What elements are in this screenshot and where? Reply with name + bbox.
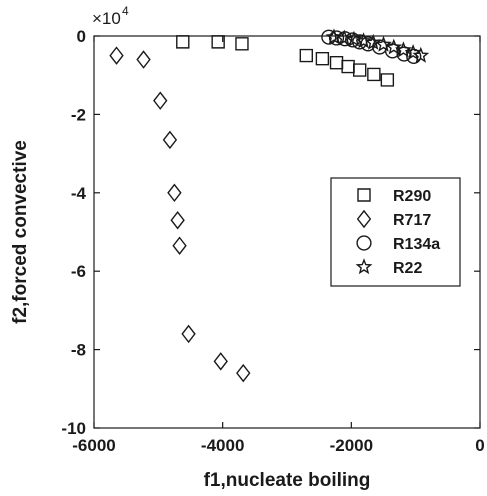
legend-label-r134a: R134a [393,236,440,253]
point-r717-8 [181,324,196,344]
point-r717-7 [172,236,187,255]
series-r290 [176,35,395,87]
x-tick-label: -6000 [72,436,115,455]
y-tick-label: -2 [71,105,86,124]
point-r22-6 [375,35,392,52]
y-tick-label: -6 [71,262,86,281]
point-r717-5 [167,183,182,203]
legend-marker-r22 [355,258,373,275]
point-r22-5 [364,33,382,50]
point-r290-10 [380,73,395,87]
y-exponent-power: 4 [122,4,129,18]
point-r134a-9 [396,46,412,62]
point-r717-6 [170,210,185,230]
x-tick-label: -4000 [201,436,244,455]
point-r22-3 [345,30,363,47]
point-r22-10 [412,46,430,63]
point-r22-8 [395,41,412,58]
point-r717-9 [213,352,228,371]
legend: R290 R717 R134a R22 [330,177,461,287]
legend-label-r22: R22 [393,260,422,277]
point-r717-2 [136,50,151,69]
point-r134a-4 [345,32,361,48]
point-r22-7 [385,38,403,55]
point-r717-10 [236,363,251,383]
x-tick-label: -2000 [330,436,373,455]
point-r134a-1 [321,29,337,45]
axes: -6000 -4000 -2000 0 0 -2 -4 -6 -8 -10 ×10 4 f1,nucle… [10,4,485,491]
legend-marker-r290 [357,188,371,202]
point-r290-3 [235,37,249,51]
point-r717-3 [153,91,168,110]
point-r717-4 [162,130,178,150]
legend-marker-r134a [356,235,372,251]
legend-marker-r717 [356,209,372,229]
point-r290-4 [299,48,313,63]
data-marks [109,28,430,383]
y-tick-label: -8 [71,341,86,360]
y-tick-label: -4 [71,184,87,203]
point-r22-9 [404,44,422,60]
point-r22-4 [355,32,372,49]
point-r290-9 [367,67,381,82]
series-r22 [325,28,430,63]
point-r134a-2 [328,30,345,46]
x-axis-label: f1,nucleate boiling [204,470,371,491]
series-r717 [109,46,251,383]
y-axis-label: f2,forced convective [10,140,31,324]
point-r717-1 [109,46,124,65]
plot-frame [93,35,481,429]
legend-label-r717: R717 [393,212,431,229]
point-r290-8 [352,63,367,77]
legend-box [330,177,461,287]
x-tick-label: 0 [475,436,484,455]
point-r290-5 [315,52,330,66]
y-tick-label: 0 [77,27,86,46]
y-tick-label: -10 [61,419,86,438]
point-r22-1 [325,28,343,45]
y-exponent-base: ×10 [92,9,121,28]
point-r134a-6 [360,36,376,52]
legend-label-r290: R290 [393,188,431,205]
